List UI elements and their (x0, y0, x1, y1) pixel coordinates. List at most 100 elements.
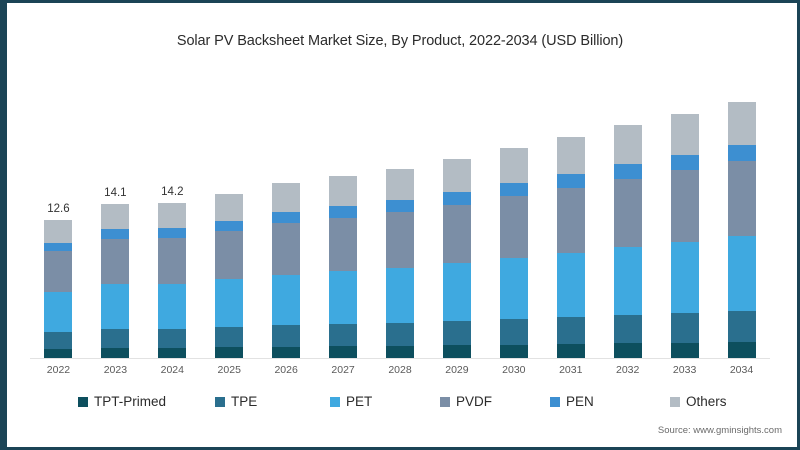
bar-segment-pen[interactable] (727, 145, 756, 161)
stacked-bar[interactable] (670, 114, 699, 358)
legend-item-pvdf[interactable]: PVDF (440, 394, 492, 409)
bar-segment-others[interactable] (613, 125, 642, 165)
bar-segment-tpt-primed[interactable] (215, 347, 244, 358)
bar-segment-tpt-primed[interactable] (556, 344, 585, 358)
bar-segment-pvdf[interactable] (44, 251, 73, 292)
bar-segment-pvdf[interactable] (613, 178, 642, 248)
bar-group: 14.2 (158, 80, 187, 358)
stacked-bar[interactable] (442, 158, 471, 358)
bar-segment-pvdf[interactable] (272, 223, 301, 275)
bar-segment-tpe[interactable] (329, 324, 358, 347)
bar-segment-others[interactable] (101, 203, 130, 230)
bar-segment-tpe[interactable] (44, 331, 73, 349)
bar-segment-pvdf[interactable] (101, 238, 130, 285)
bar-segment-pen[interactable] (556, 174, 585, 188)
bar-segment-tpe[interactable] (613, 315, 642, 344)
bar-segment-pet[interactable] (499, 258, 528, 320)
bar-segment-pvdf[interactable] (499, 196, 528, 259)
bar-segment-pen[interactable] (613, 164, 642, 179)
bar-segment-tpe[interactable] (727, 310, 756, 342)
bar-segment-tpt-primed[interactable] (101, 347, 130, 358)
bar-segment-pen[interactable] (272, 212, 301, 224)
legend-item-tpt-primed[interactable]: TPT-Primed (78, 394, 166, 409)
bar-segment-pet[interactable] (215, 279, 244, 328)
bar-segment-tpt-primed[interactable] (442, 345, 471, 358)
bar-segment-others[interactable] (727, 102, 756, 146)
bar-segment-tpe[interactable] (158, 328, 187, 348)
bar-segment-pet[interactable] (272, 274, 301, 326)
bar-segment-pen[interactable] (44, 242, 73, 252)
bar-segment-others[interactable] (44, 220, 73, 243)
bar-segment-pen[interactable] (329, 206, 358, 218)
bar-segment-tpt-primed[interactable] (386, 345, 414, 358)
bar-segment-pvdf[interactable] (442, 204, 471, 264)
bar-segment-pet[interactable] (158, 283, 187, 329)
bar-segment-others[interactable] (556, 137, 585, 174)
bar-segment-tpt-primed[interactable] (613, 343, 642, 358)
stacked-bar[interactable] (727, 102, 756, 358)
bar-segment-others[interactable] (215, 193, 244, 221)
bar-segment-tpe[interactable] (386, 322, 414, 346)
bar-segment-pet[interactable] (613, 247, 642, 316)
bar-segment-pet[interactable] (556, 252, 585, 318)
bar-segment-others[interactable] (499, 148, 528, 183)
bar-segment-others[interactable] (158, 202, 187, 229)
bar-segment-others[interactable] (386, 168, 414, 201)
bar-segment-tpt-primed[interactable] (670, 342, 699, 358)
stacked-bar[interactable] (215, 193, 244, 358)
stacked-bar[interactable] (101, 203, 130, 358)
bar-segment-tpe[interactable] (556, 317, 585, 344)
bar-segment-pet[interactable] (386, 267, 414, 323)
bar-segment-tpe[interactable] (499, 319, 528, 345)
legend-item-others[interactable]: Others (670, 394, 727, 409)
bar-segment-tpe[interactable] (272, 325, 301, 347)
stacked-bar[interactable] (44, 220, 73, 358)
bar-segment-pvdf[interactable] (329, 217, 358, 272)
bar-segment-pen[interactable] (499, 183, 528, 197)
bar-segment-tpe[interactable] (101, 329, 130, 348)
bar-segment-pvdf[interactable] (215, 231, 244, 280)
bar-segment-pvdf[interactable] (386, 211, 414, 268)
stacked-bar[interactable] (386, 168, 414, 358)
bar-segment-pet[interactable] (727, 236, 756, 311)
bar-group (556, 80, 585, 358)
bar-segment-tpt-primed[interactable] (272, 346, 301, 358)
bar-segment-pvdf[interactable] (727, 160, 756, 237)
stacked-bar[interactable] (556, 137, 585, 358)
bar-segment-pet[interactable] (670, 242, 699, 314)
x-tick-2027: 2027 (331, 364, 355, 376)
bar-segment-pen[interactable] (101, 229, 130, 239)
stacked-bar[interactable] (613, 125, 642, 358)
bar-segment-pen[interactable] (670, 155, 699, 171)
stacked-bar[interactable] (272, 183, 301, 358)
bar-segment-tpe[interactable] (215, 327, 244, 348)
bar-segment-tpt-primed[interactable] (44, 348, 73, 358)
bar-segment-others[interactable] (329, 176, 358, 207)
bar-segment-pen[interactable] (158, 228, 187, 238)
bar-segment-others[interactable] (670, 114, 699, 156)
bar-segment-pen[interactable] (215, 220, 244, 232)
bar-segment-tpt-primed[interactable] (329, 346, 358, 358)
bar-segment-pen[interactable] (386, 200, 414, 212)
bar-segment-pet[interactable] (329, 271, 358, 325)
bar-segment-pvdf[interactable] (556, 187, 585, 253)
bar-segment-pet[interactable] (44, 291, 73, 332)
bar-segment-pen[interactable] (442, 192, 471, 205)
bar-segment-tpt-primed[interactable] (727, 341, 756, 358)
bar-segment-tpt-primed[interactable] (499, 344, 528, 358)
bar-segment-others[interactable] (442, 158, 471, 193)
bar-segment-pvdf[interactable] (158, 237, 187, 284)
bar-segment-tpe[interactable] (442, 321, 471, 346)
bar-segment-tpt-primed[interactable] (158, 347, 187, 358)
bar-segment-tpe[interactable] (670, 313, 699, 343)
stacked-bar[interactable] (158, 202, 187, 358)
legend-item-tpe[interactable]: TPE (215, 394, 257, 409)
bar-segment-pvdf[interactable] (670, 170, 699, 243)
legend-item-pen[interactable]: PEN (550, 394, 594, 409)
stacked-bar[interactable] (499, 148, 528, 358)
legend-item-pet[interactable]: PET (330, 394, 372, 409)
bar-segment-pet[interactable] (101, 284, 130, 330)
bar-segment-others[interactable] (272, 183, 301, 213)
bar-segment-pet[interactable] (442, 263, 471, 322)
stacked-bar[interactable] (329, 176, 358, 358)
